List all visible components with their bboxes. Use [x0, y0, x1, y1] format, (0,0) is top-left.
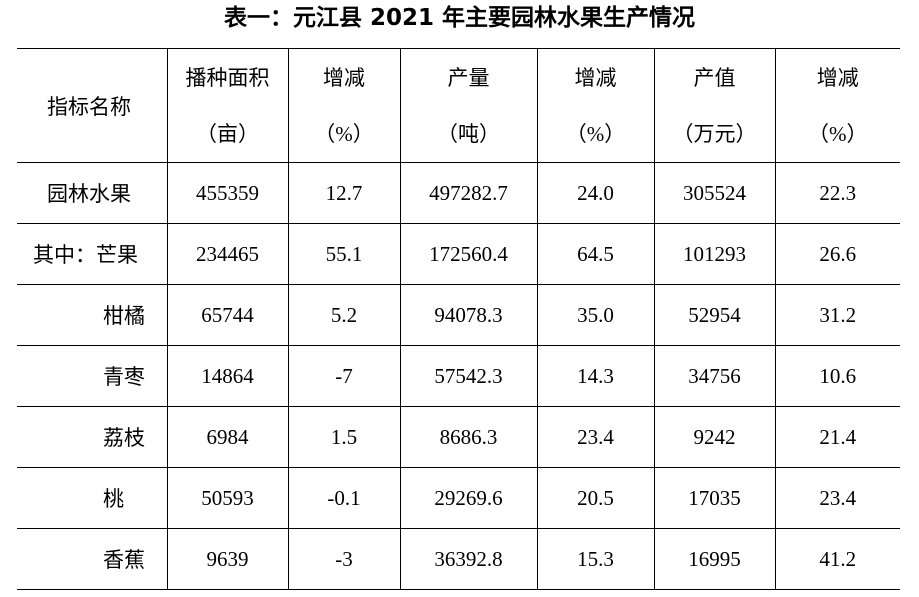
table-cell: 22.3 [774, 162, 900, 224]
header-line: （%） [808, 121, 868, 146]
table-cell: 52954 [653, 284, 775, 346]
table-cell: 50593 [166, 467, 288, 529]
table-row: 荔枝 6984 1.5 8686.3 23.4 9242 21.4 [17, 406, 900, 468]
table-cell: 8686.3 [399, 406, 537, 468]
header-line: （亩） [196, 121, 259, 146]
table-body: 指标名称 播种面积 （亩） 增减 （%） 产量 （吨） 增减 （%） 产值 （万元） 增减 （%） 园林水… [17, 48, 900, 590]
table-cell: 20.5 [536, 467, 654, 529]
header-line: （万元） [672, 121, 757, 146]
table-cell: 23.4 [774, 467, 900, 529]
table-cell: 23.4 [536, 406, 654, 468]
table-row: 柑橘 65744 5.2 94078.3 35.0 52954 31.2 [17, 284, 900, 346]
table-cell: -0.1 [287, 467, 400, 529]
header-cell: 增减 （%） [774, 48, 900, 163]
table-cell: -7 [287, 345, 400, 407]
table-cell: 172560.4 [399, 223, 537, 285]
table-cell: 5.2 [287, 284, 400, 346]
table-row: 香蕉 9639 -3 36392.8 15.3 16995 41.2 [17, 528, 900, 590]
header-line: 产值 [693, 65, 736, 90]
header-line: 播种面积 [185, 65, 270, 90]
header-line: 产量 [447, 65, 490, 90]
table-cell: 101293 [653, 223, 775, 285]
row-label: 桃 [17, 467, 167, 529]
row-label: 荔枝 [17, 406, 167, 468]
table-cell: 31.2 [774, 284, 900, 346]
table-cell: 36392.8 [399, 528, 537, 590]
table-cell: 55.1 [287, 223, 400, 285]
table-cell: 305524 [653, 162, 775, 224]
header-line: （%） [565, 121, 626, 146]
table-cell: 9639 [166, 528, 288, 590]
table-cell: 21.4 [774, 406, 900, 468]
table-cell: 10.6 [774, 345, 900, 407]
header-cell: 指标名称 [17, 48, 167, 163]
table-cell: 15.3 [536, 528, 654, 590]
table-cell: 26.6 [774, 223, 900, 285]
table-cell: 9242 [653, 406, 775, 468]
table-cell: 17035 [653, 467, 775, 529]
header-cell: 增减 （%） [287, 48, 400, 163]
header-line: 增减 [574, 65, 617, 90]
table-cell: 12.7 [287, 162, 400, 224]
table-row: 桃 50593 -0.1 29269.6 20.5 17035 23.4 [17, 467, 900, 529]
table-cell: 24.0 [536, 162, 654, 224]
header-cell: 增减 （%） [536, 48, 654, 163]
table-row: 其中：芒果 234465 55.1 172560.4 64.5 101293 26.6 [17, 223, 900, 285]
table-cell: 1.5 [287, 406, 400, 468]
table-cell: 14.3 [536, 345, 654, 407]
row-label: 香蕉 [17, 528, 167, 590]
header-row: 指标名称 播种面积 （亩） 增减 （%） 产量 （吨） 增减 （%） 产值 （万元） 增减 （%） [17, 48, 900, 163]
header-line: 增减 [816, 65, 859, 90]
table-cell: 497282.7 [399, 162, 537, 224]
table: 指标名称 播种面积 （亩） 增减 （%） 产量 （吨） 增减 （%） 产值 （万元） 增减 （%） 园林水… [17, 48, 900, 590]
table-cell: 234465 [166, 223, 288, 285]
table-row: 青枣 14864 -7 57542.3 14.3 34756 10.6 [17, 345, 900, 407]
table-cell: 64.5 [536, 223, 654, 285]
row-label: 园林水果 [17, 162, 167, 224]
table-cell: 6984 [166, 406, 288, 468]
table-row: 园林水果 455359 12.7 497282.7 24.0 305524 22.3 [17, 162, 900, 224]
title: 表一：元江县 2021 年主要园林水果生产情况 [223, 5, 696, 31]
table-cell: 65744 [166, 284, 288, 346]
table-cell: 29269.6 [399, 467, 537, 529]
header-line: （吨） [437, 121, 500, 146]
header-cell: 产值 （万元） [653, 48, 775, 163]
row-label: 其中：芒果 [17, 223, 167, 285]
table-cell: 57542.3 [399, 345, 537, 407]
table-cell: 34756 [653, 345, 775, 407]
row-label: 柑橘 [17, 284, 167, 346]
table-cell: 94078.3 [399, 284, 537, 346]
table-cell: 14864 [166, 345, 288, 407]
table-cell: 41.2 [774, 528, 900, 590]
table-cell: 16995 [653, 528, 775, 590]
header-line: 增减 [323, 65, 365, 90]
table-cell: 35.0 [536, 284, 654, 346]
table-cell: -3 [287, 528, 400, 590]
table-cell: 455359 [166, 162, 288, 224]
header-cell: 播种面积 （亩） [166, 48, 288, 163]
header-line: （%） [314, 121, 374, 146]
row-label: 青枣 [17, 345, 167, 407]
header-cell: 产量 （吨） [399, 48, 537, 163]
